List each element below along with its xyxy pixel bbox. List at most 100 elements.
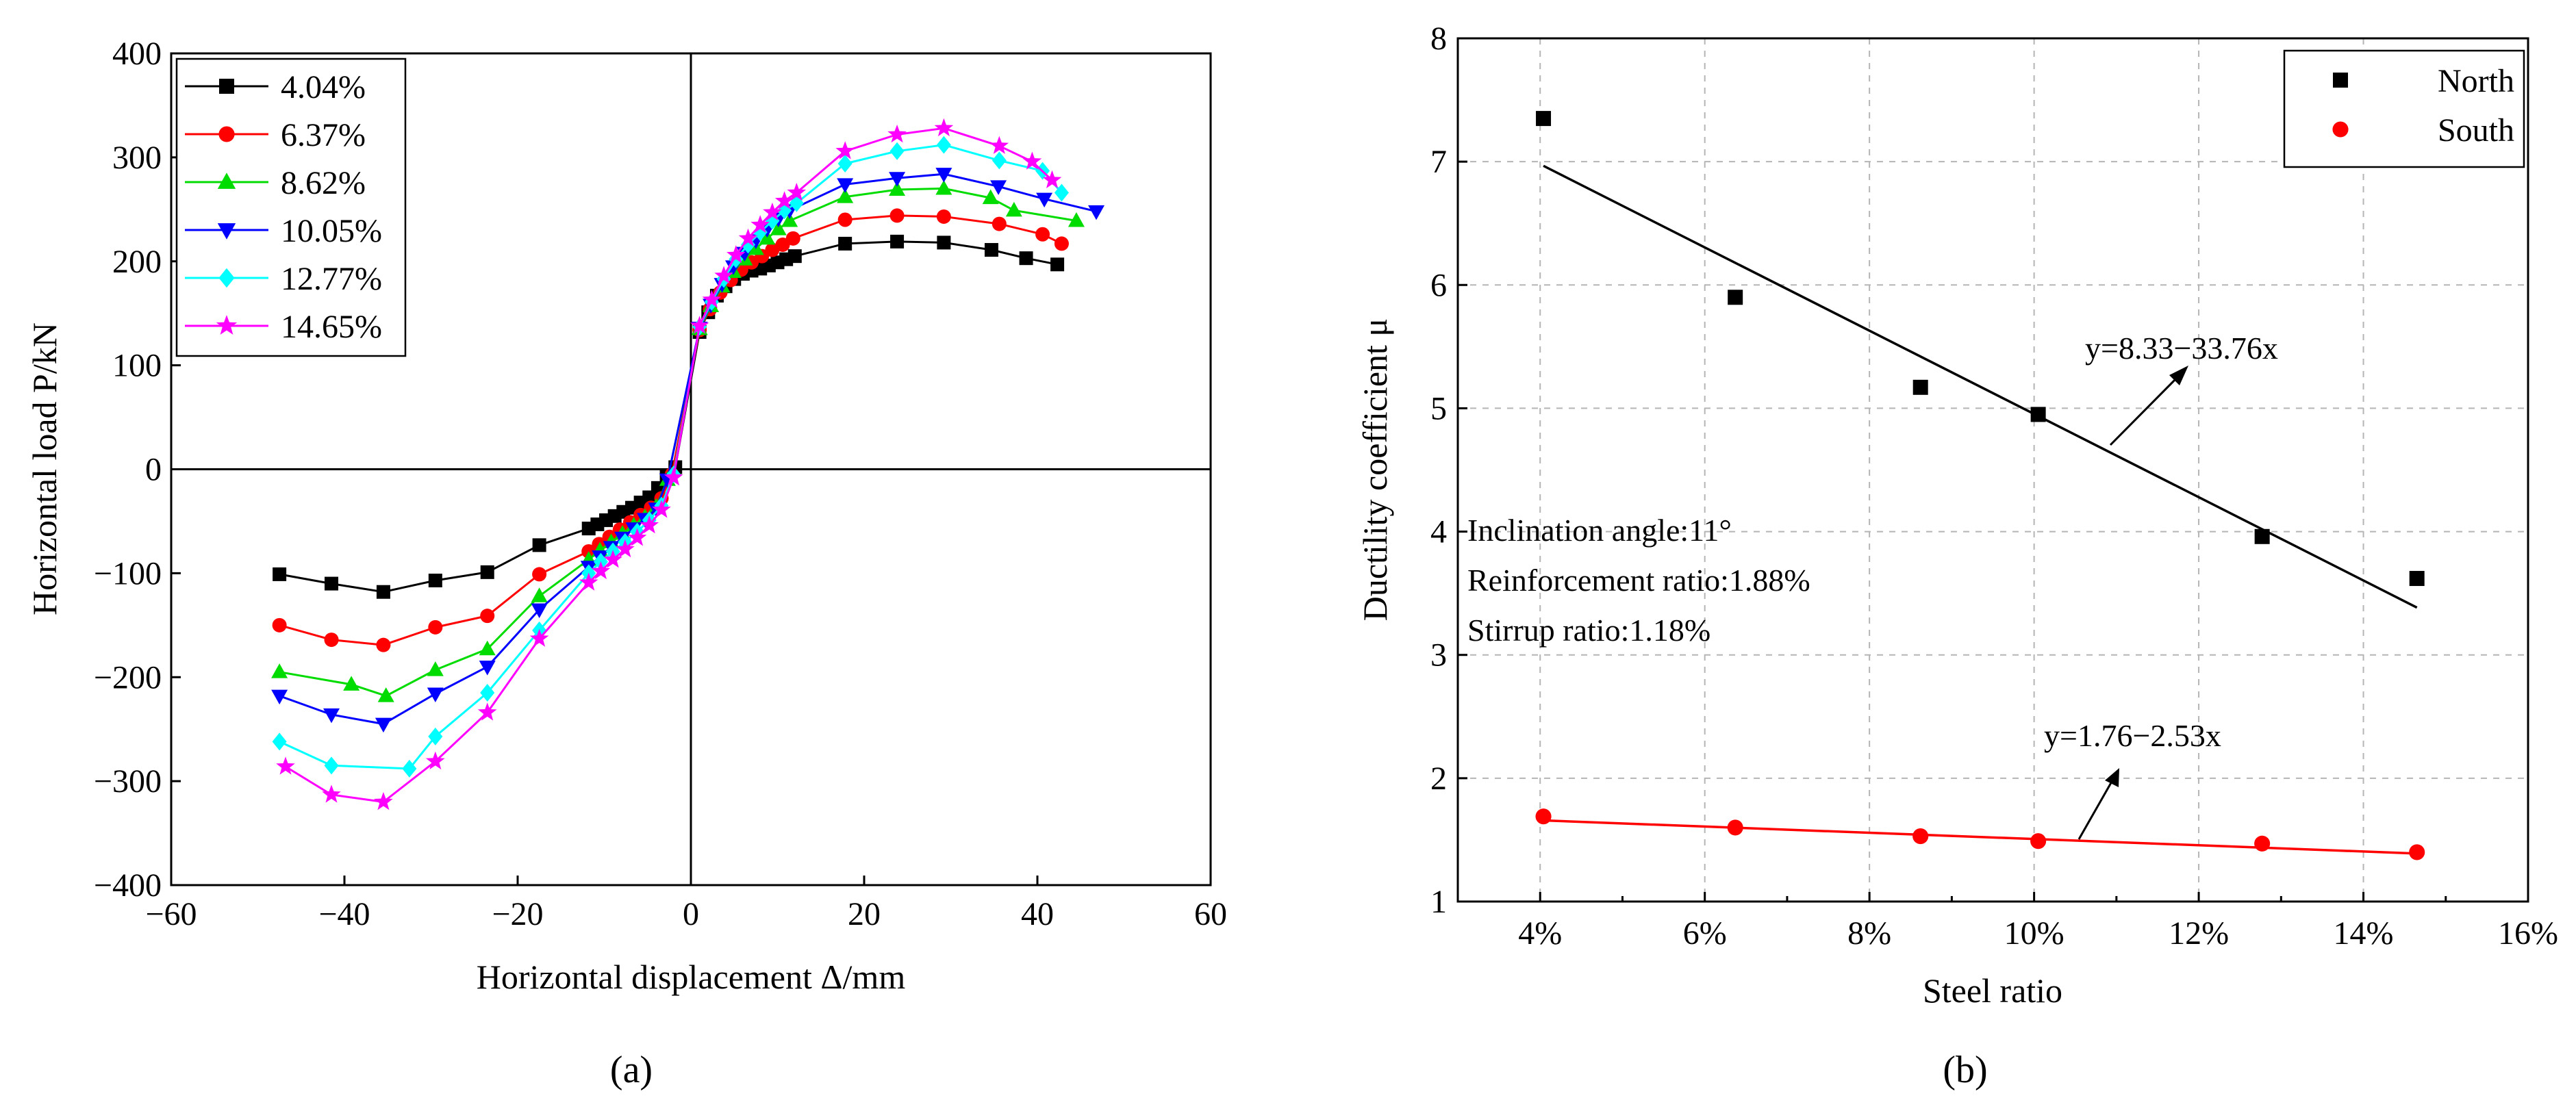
data-point xyxy=(889,172,906,187)
legend-label-north: North xyxy=(2438,63,2514,99)
south-fit-arrowhead xyxy=(2105,768,2119,787)
chart-a-legend-box xyxy=(175,58,407,357)
data-point xyxy=(837,212,853,227)
data-point xyxy=(1022,151,1042,170)
data-point xyxy=(531,603,548,619)
data-point xyxy=(1042,170,1062,188)
chart-b-ytick-label: 4 xyxy=(1430,514,1447,550)
data-point xyxy=(1088,205,1105,220)
fit-line-south xyxy=(1543,819,2417,855)
chart-a-ytick-label: −300 xyxy=(94,763,162,800)
data-point xyxy=(480,609,495,624)
data-point xyxy=(1728,290,1743,305)
chart-b-ytick-label: 1 xyxy=(1430,884,1447,920)
data-point xyxy=(750,215,770,233)
panel-label-b: (b) xyxy=(1943,1049,1987,1091)
chart-a-ytick-label: −400 xyxy=(94,867,162,904)
data-point xyxy=(664,468,683,486)
legend-label-12-77: 12.77% xyxy=(281,261,382,297)
data-point xyxy=(935,168,952,183)
data-point xyxy=(377,687,394,702)
chart-b-ytick-label: 2 xyxy=(1430,761,1447,797)
data-point xyxy=(324,756,339,775)
data-point xyxy=(376,637,391,652)
data-point xyxy=(714,266,733,284)
data-point xyxy=(837,154,853,173)
legend-label-10-05: 10.05% xyxy=(281,213,382,249)
data-point xyxy=(889,142,905,160)
data-point xyxy=(324,633,339,648)
data-point xyxy=(890,234,905,248)
chart-a-ytick-label: 0 xyxy=(145,452,162,488)
north-fit-arrowhead xyxy=(2169,366,2188,385)
data-point xyxy=(652,500,671,518)
chart-a-ticks: −60 −40 −20 0 20 40 60−400−300−200−10001002003… xyxy=(94,36,1227,932)
data-point xyxy=(627,528,647,546)
chart-b-series-south xyxy=(1535,808,2425,860)
chart-a-zero-lines xyxy=(171,53,1211,885)
chart-b-ylabel: Ductility coefficient μ xyxy=(1356,318,1394,621)
data-point xyxy=(376,585,390,599)
data-point xyxy=(529,628,549,647)
data-point xyxy=(2030,407,2046,422)
data-point xyxy=(1068,212,1085,227)
chart-a-xtick-label: 20 xyxy=(848,896,881,932)
data-point xyxy=(1036,192,1053,208)
data-point xyxy=(616,539,635,558)
chart-a-ytick-label: −200 xyxy=(94,659,162,695)
data-point xyxy=(787,249,802,264)
chart-a-ytick-label: 400 xyxy=(112,36,162,72)
data-point xyxy=(375,717,392,733)
data-point xyxy=(738,228,758,247)
data-point xyxy=(935,179,952,195)
data-point xyxy=(1912,379,1928,395)
chart-b-ductility: 4% 6% 8% 10% 12% 14% 16% 1 2 3 4 5 6 7 8 North South In… xyxy=(1356,21,2558,1010)
legend-label-6-37: 6.37% xyxy=(281,117,366,153)
chart-a-ytick-label: −100 xyxy=(94,555,162,591)
data-point xyxy=(427,661,444,676)
data-point xyxy=(603,550,622,568)
data-point xyxy=(937,235,951,250)
chart-b-frame xyxy=(1456,37,2529,903)
chart-b-xtick-label: 16% xyxy=(2498,915,2558,952)
legend-marker xyxy=(2333,73,2348,88)
data-point xyxy=(989,136,1009,154)
chart-b-xtick-label: 12% xyxy=(2169,915,2229,952)
data-point xyxy=(532,538,546,552)
data-point xyxy=(271,689,288,705)
data-point xyxy=(889,181,906,196)
chart-b-ytick-label: 8 xyxy=(1430,21,1447,57)
data-point xyxy=(1536,111,1552,127)
data-point xyxy=(889,208,905,223)
data-point xyxy=(690,316,709,334)
chart-a-xtick-label: 60 xyxy=(1194,896,1227,932)
annotation-stirrup: Stirrup ratio:1.18% xyxy=(1467,613,1710,648)
chart-b-xtick-label: 8% xyxy=(1847,915,1891,952)
panel-label-a: (a) xyxy=(610,1049,653,1091)
data-point xyxy=(2409,571,2425,587)
chart-b-ticks: 4% 6% 8% 10% 12% 14% 16% 1 2 3 4 5 6 7 8 xyxy=(1430,21,2558,952)
data-point xyxy=(1912,828,1929,845)
data-point xyxy=(428,620,443,635)
chart-b-ytick-label: 6 xyxy=(1430,267,1447,303)
legend-marker xyxy=(216,315,238,335)
legend-label-4-04: 4.04% xyxy=(281,69,366,105)
data-point xyxy=(273,567,287,581)
data-point xyxy=(982,189,999,205)
data-point xyxy=(936,136,951,154)
data-point xyxy=(322,784,341,803)
chart-b-ytick-label: 5 xyxy=(1430,390,1447,426)
data-point xyxy=(1054,236,1069,251)
legend-marker xyxy=(218,268,235,288)
data-point xyxy=(276,756,295,775)
data-point xyxy=(774,191,794,209)
data-point xyxy=(428,727,443,745)
chart-a-xlabel: Horizontal displacement Δ/mm xyxy=(477,958,906,996)
data-point xyxy=(271,663,288,678)
legend-label-8-62: 8.62% xyxy=(281,165,366,201)
data-point xyxy=(426,751,445,769)
chart-a-series-14-65 xyxy=(276,118,1062,810)
chart-b-ytick-label: 7 xyxy=(1430,144,1447,180)
north-fit-equation: y=8.33−33.76x xyxy=(2085,331,2278,366)
chart-a-hysteresis: −60 −40 −20 0 20 40 60−400−300−200−10001002003… xyxy=(25,36,1227,996)
